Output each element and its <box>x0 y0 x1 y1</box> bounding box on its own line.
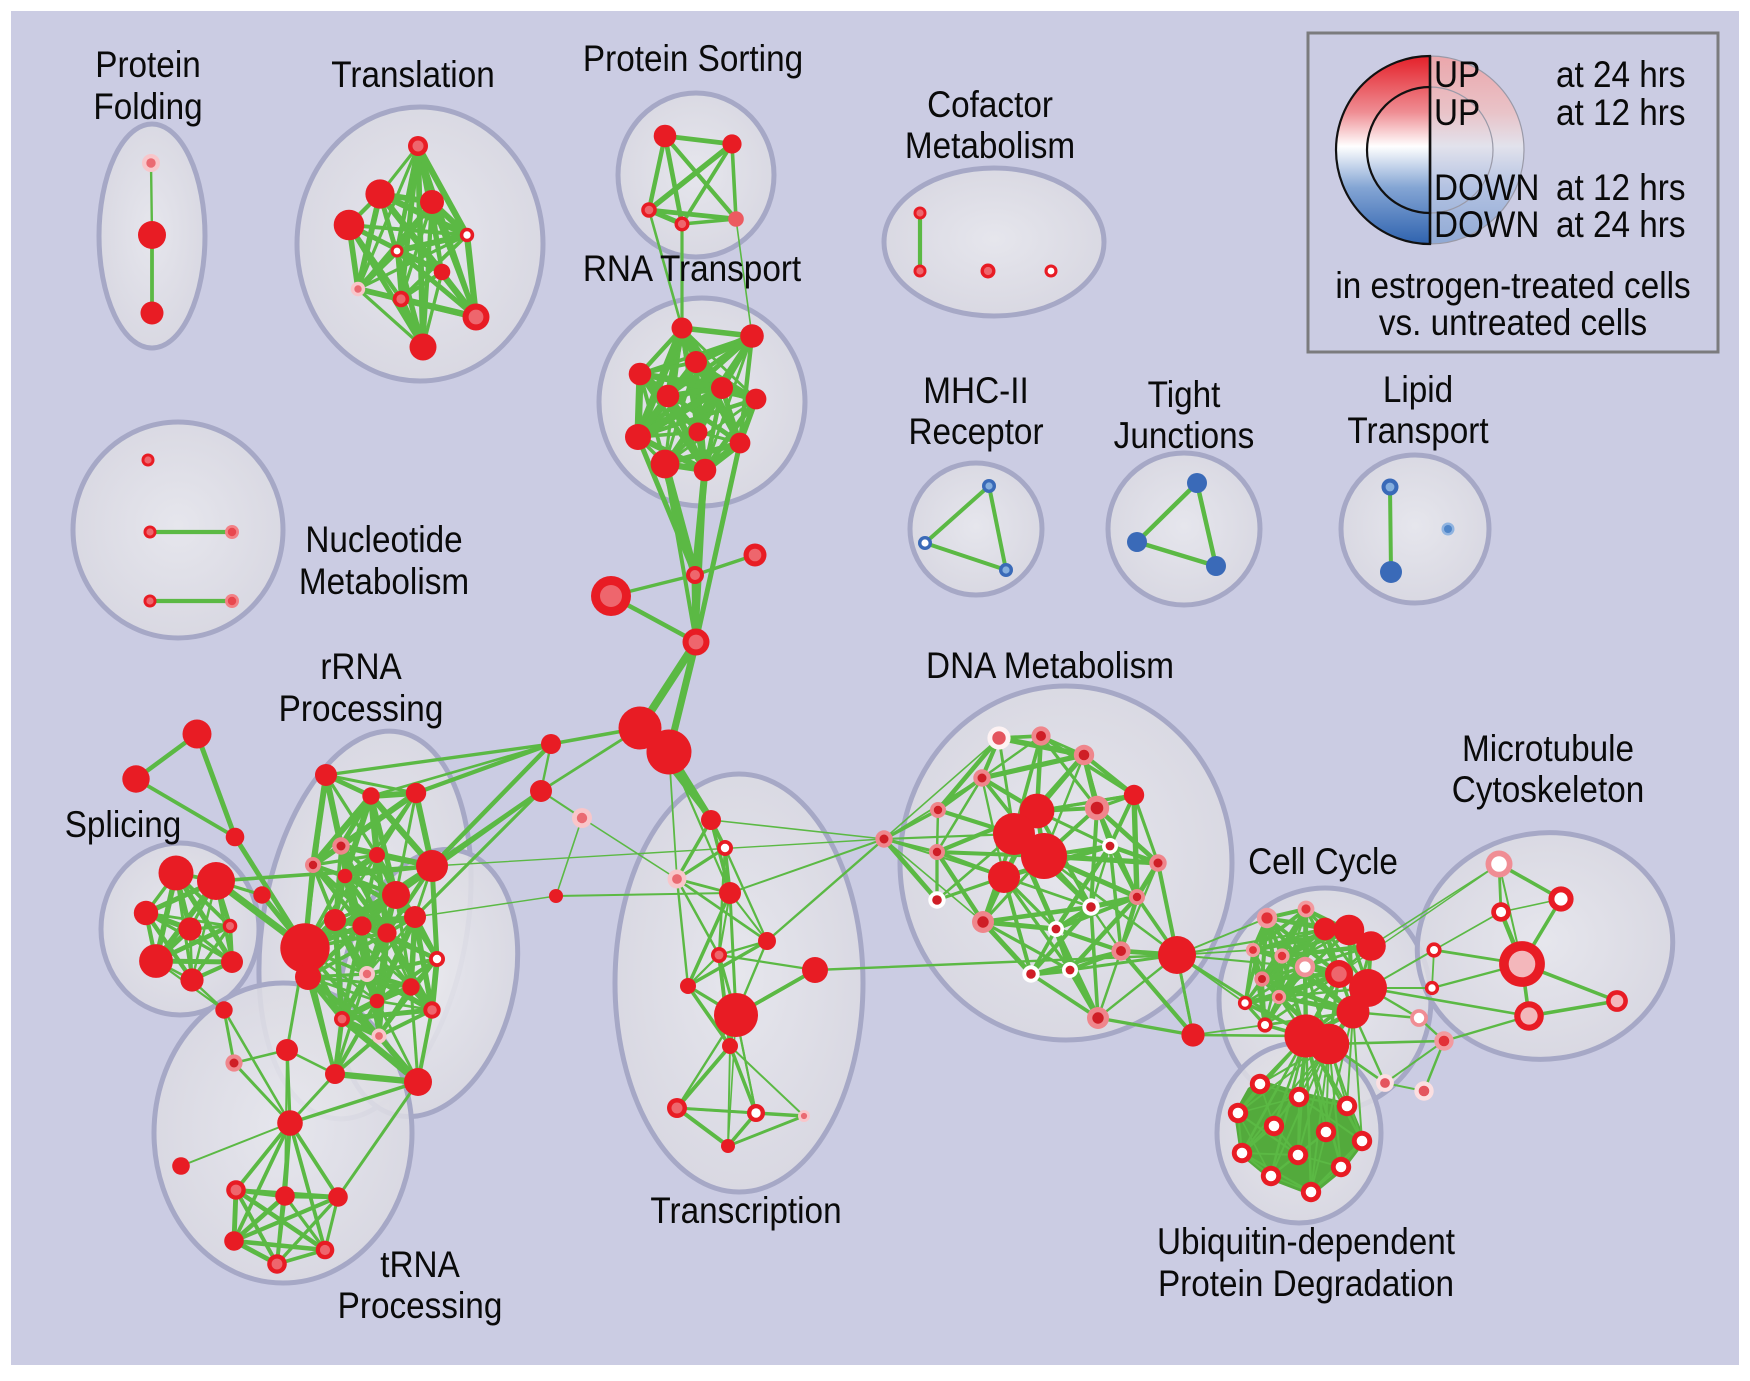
svg-text:DNA Metabolism: DNA Metabolism <box>926 645 1174 686</box>
svg-text:DOWN: DOWN <box>1434 167 1539 208</box>
svg-text:RNA Transport: RNA Transport <box>583 248 802 289</box>
svg-text:Lipid: Lipid <box>1383 369 1453 410</box>
svg-text:UP: UP <box>1434 92 1480 133</box>
svg-text:at 24 hrs: at 24 hrs <box>1556 54 1686 95</box>
svg-text:Translation: Translation <box>331 54 494 95</box>
svg-text:UP: UP <box>1434 54 1480 95</box>
svg-text:at 12 hrs: at 12 hrs <box>1556 167 1686 208</box>
svg-text:Junctions: Junctions <box>1114 415 1255 456</box>
svg-text:Transcription: Transcription <box>650 1190 841 1231</box>
svg-text:Folding: Folding <box>93 86 202 127</box>
svg-text:Protein Sorting: Protein Sorting <box>583 38 803 79</box>
svg-text:Cytoskeleton: Cytoskeleton <box>1452 769 1644 810</box>
svg-text:tRNA: tRNA <box>380 1244 460 1285</box>
svg-text:Receptor: Receptor <box>908 411 1043 452</box>
svg-text:Metabolism: Metabolism <box>299 561 469 602</box>
svg-text:Ubiquitin-dependent: Ubiquitin-dependent <box>1157 1221 1455 1262</box>
svg-text:Metabolism: Metabolism <box>905 125 1075 166</box>
svg-text:Microtubule: Microtubule <box>1462 728 1634 769</box>
svg-text:Cell Cycle: Cell Cycle <box>1248 841 1398 882</box>
svg-text:vs. untreated cells: vs. untreated cells <box>1379 302 1647 343</box>
svg-text:Protein: Protein <box>95 44 200 85</box>
svg-text:Tight: Tight <box>1148 374 1221 415</box>
svg-text:at 12 hrs: at 12 hrs <box>1556 92 1686 133</box>
svg-text:rRNA: rRNA <box>320 646 402 687</box>
svg-text:MHC-II: MHC-II <box>923 370 1028 411</box>
svg-text:Transport: Transport <box>1347 410 1488 451</box>
svg-text:Cofactor: Cofactor <box>927 84 1053 125</box>
svg-text:Splicing: Splicing <box>65 804 182 845</box>
svg-text:Processing: Processing <box>279 688 444 729</box>
svg-text:Nucleotide: Nucleotide <box>305 519 462 560</box>
svg-text:in estrogen-treated cells: in estrogen-treated cells <box>1335 265 1690 306</box>
svg-text:Protein Degradation: Protein Degradation <box>1158 1263 1454 1304</box>
svg-text:DOWN: DOWN <box>1434 204 1539 245</box>
svg-text:Processing: Processing <box>338 1285 503 1326</box>
svg-text:at 24 hrs: at 24 hrs <box>1556 204 1686 245</box>
